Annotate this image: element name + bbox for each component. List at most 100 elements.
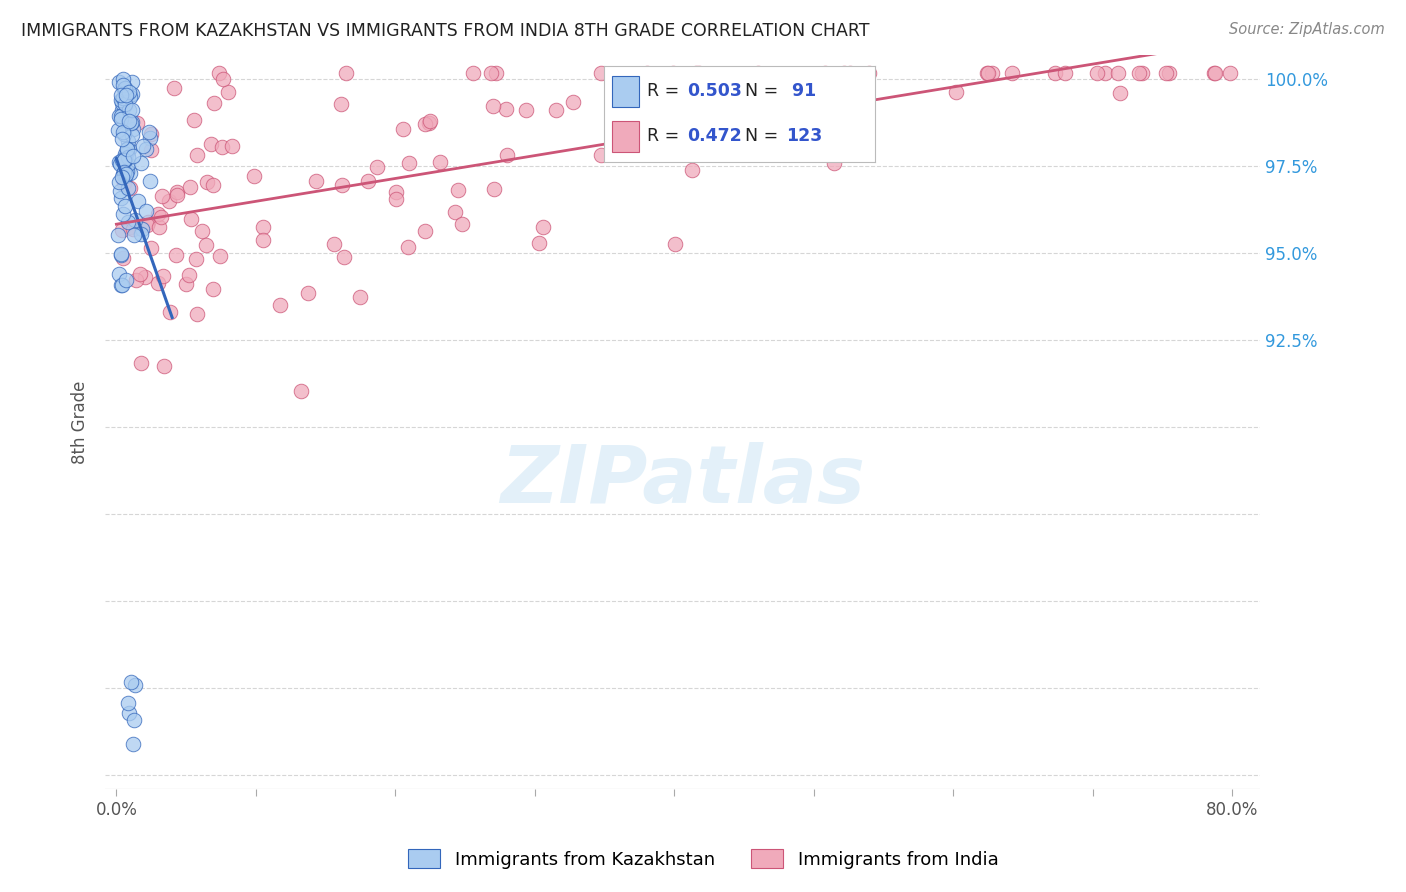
Point (114, 199, 136, 213)
Text: IMMIGRANTS FROM KAZAKHSTAN VS IMMIGRANTS FROM INDIA 8TH GRADE CORRELATION CHART: IMMIGRANTS FROM KAZAKHSTAN VS IMMIGRANTS… (21, 22, 869, 40)
Point (117, 215, 139, 229)
Point (515, 103, 537, 117)
Point (111, 277, 134, 292)
Point (115, 164, 138, 178)
Point (135, 142, 157, 156)
Point (243, 169, 266, 183)
Point (149, 211, 172, 225)
Point (122, 227, 145, 242)
Point (165, 248, 187, 262)
Point (177, 268, 200, 282)
Point (832, 65, 855, 79)
Point (129, 227, 152, 241)
Point (589, 148, 612, 162)
Point (118, 142, 141, 156)
Point (128, 268, 150, 282)
Point (108, 157, 131, 171)
Point (252, 233, 274, 247)
Text: Source: ZipAtlas.com: Source: ZipAtlas.com (1229, 22, 1385, 37)
Point (122, 148, 145, 162)
Point (114, 97, 136, 112)
Point (269, 298, 291, 312)
Point (418, 116, 440, 130)
Point (533, 219, 555, 234)
Point (135, 218, 157, 232)
Point (179, 180, 201, 194)
Point (131, 222, 153, 236)
Point (429, 154, 451, 169)
Point (482, 99, 505, 113)
Point (110, 93, 132, 107)
Point (685, 65, 707, 79)
Point (180, 211, 202, 226)
Point (122, 221, 145, 235)
Point (111, 96, 134, 111)
Point (479, 65, 502, 79)
Point (108, 75, 131, 89)
Point (202, 95, 225, 110)
Point (129, 356, 152, 370)
Point (419, 114, 441, 128)
Point (139, 174, 162, 188)
Point (1159, 65, 1181, 79)
Point (135, 203, 157, 218)
Point (141, 241, 163, 255)
Point (127, 194, 149, 209)
Point (111, 153, 134, 167)
Point (114, 147, 136, 161)
Point (212, 72, 235, 87)
Point (1205, 65, 1227, 79)
Point (1107, 65, 1129, 79)
Point (148, 219, 170, 234)
Point (153, 359, 176, 373)
Point (115, 142, 138, 156)
Point (202, 281, 225, 295)
Point (121, 75, 143, 89)
Point (688, 65, 710, 79)
Point (114, 81, 136, 95)
Point (118, 180, 141, 194)
Point (111, 103, 134, 118)
Point (209, 249, 232, 263)
Point (186, 148, 208, 162)
Point (117, 706, 139, 720)
Point (211, 140, 233, 154)
Point (446, 183, 468, 197)
Point (664, 237, 686, 252)
Point (335, 65, 357, 79)
Point (186, 307, 208, 321)
Y-axis label: 8th Grade: 8th Grade (72, 381, 89, 464)
Point (636, 65, 658, 79)
Point (221, 138, 243, 153)
Point (112, 153, 135, 167)
Point (1219, 65, 1241, 79)
Point (111, 132, 134, 146)
Point (146, 276, 169, 290)
Point (107, 228, 129, 243)
Point (1001, 65, 1024, 79)
Point (157, 194, 180, 208)
Point (118, 85, 141, 99)
Point (662, 65, 685, 79)
Point (200, 136, 222, 151)
Point (112, 91, 135, 105)
Point (114, 153, 136, 167)
Point (195, 175, 218, 189)
Point (186, 252, 208, 267)
Point (108, 267, 131, 281)
Point (152, 268, 174, 283)
Point (136, 215, 159, 229)
Legend: Immigrants from Kazakhstan, Immigrants from India: Immigrants from Kazakhstan, Immigrants f… (401, 842, 1005, 876)
Point (183, 113, 205, 128)
Point (111, 170, 134, 185)
Point (823, 155, 845, 169)
Point (139, 131, 162, 145)
Point (122, 713, 145, 727)
Point (118, 103, 141, 118)
Point (114, 81, 136, 95)
Point (121, 122, 143, 136)
Point (166, 186, 188, 200)
Point (111, 71, 134, 86)
Point (202, 178, 225, 193)
Point (114, 168, 136, 182)
